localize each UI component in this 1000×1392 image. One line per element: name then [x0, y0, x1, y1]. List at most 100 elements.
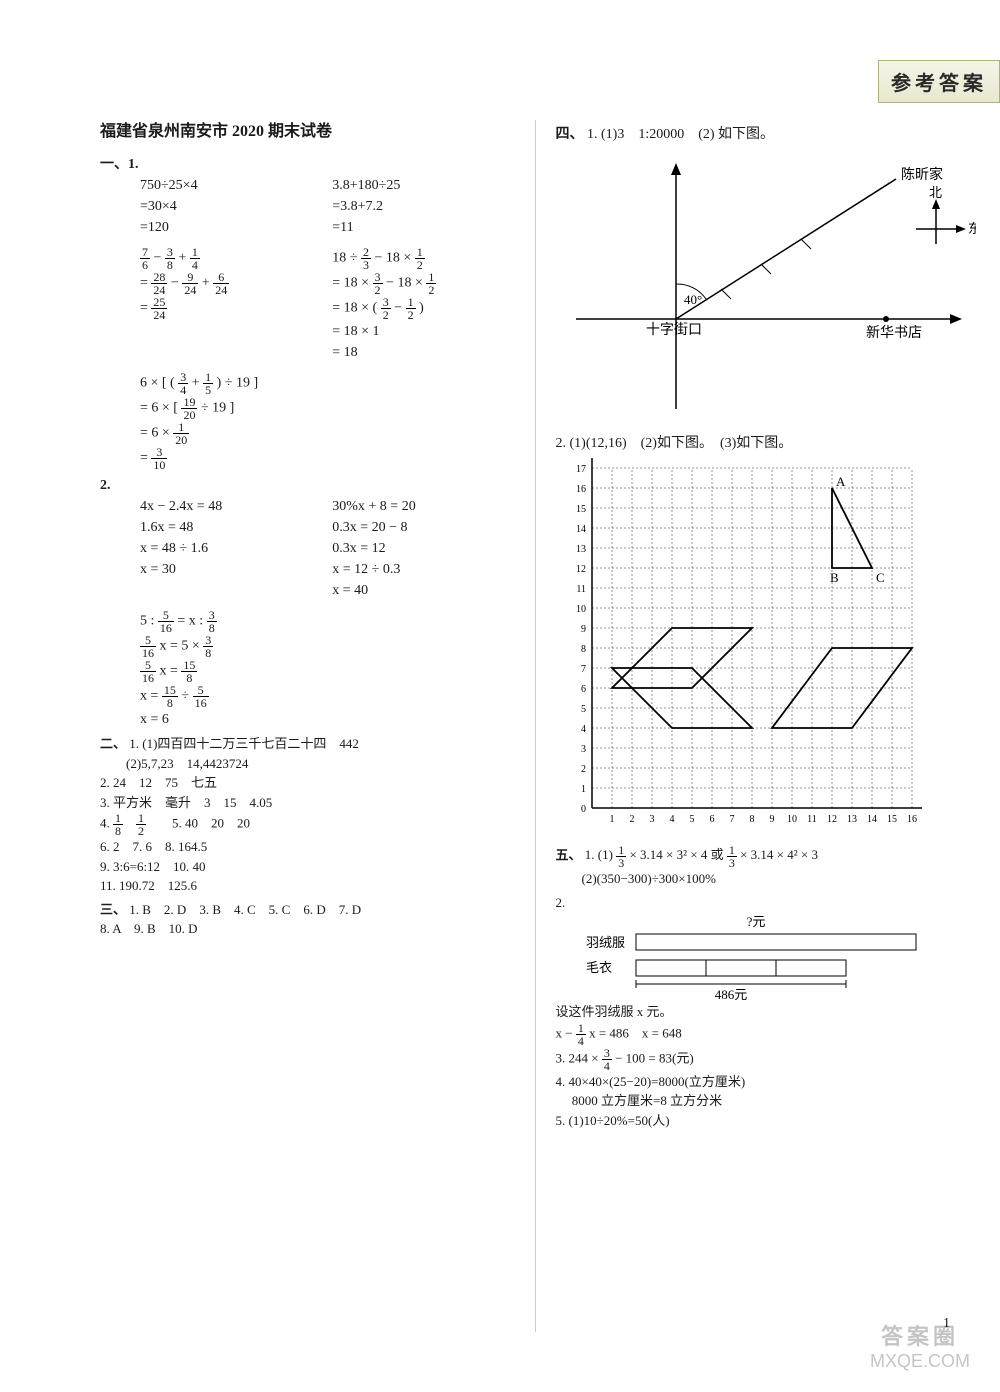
- svg-text:3: 3: [581, 744, 586, 755]
- svg-text:15: 15: [887, 814, 897, 825]
- svg-text:8: 8: [749, 814, 754, 825]
- calc: = 6 × 120: [140, 421, 525, 446]
- q5-4a: 4. 40×40×(25−20)=8000(立方厘米): [556, 1072, 981, 1092]
- svg-text:11: 11: [807, 814, 817, 825]
- svg-text:羽绒服: 羽绒服: [586, 935, 625, 950]
- svg-text:13: 13: [847, 814, 857, 825]
- eq: 1.6x = 48: [140, 517, 332, 538]
- svg-text:0: 0: [581, 804, 586, 815]
- q5-4b: 8000 立方厘米=8 立方分米: [556, 1091, 981, 1111]
- li: 9. 3:6=6:12 10. 40: [100, 857, 525, 877]
- eq: x = 6: [140, 709, 525, 730]
- svg-text:40°: 40°: [684, 292, 702, 307]
- compass-diagram: 40° 陈昕家 十字街口 新华书店 北 东: [556, 149, 976, 429]
- svg-text:5: 5: [581, 704, 586, 715]
- svg-text:毛衣: 毛衣: [586, 960, 612, 975]
- q5-1b: (2)(350−300)÷300×100%: [556, 869, 981, 889]
- eq: 516 x = 5 × 38: [140, 634, 525, 659]
- svg-text:13: 13: [576, 544, 586, 555]
- calc: 6 × [ ( 34 + 15 ) ÷ 19 ]: [140, 371, 525, 396]
- svg-text:16: 16: [576, 484, 586, 495]
- calc: = 18: [332, 342, 524, 363]
- grid-diagram: 1234567891011121314151601234567891011121…: [556, 458, 976, 838]
- svg-text:7: 7: [581, 664, 586, 675]
- li: 6. 2 7. 6 8. 164.5: [100, 837, 525, 857]
- paper-title: 福建省泉州南安市 2020 期末试卷: [100, 120, 525, 144]
- sec5-label: 五、: [556, 847, 582, 862]
- svg-text:8: 8: [581, 644, 586, 655]
- svg-text:东: 东: [968, 221, 976, 236]
- calc: = 18 × 32 − 18 × 12: [332, 271, 524, 296]
- svg-text:12: 12: [576, 564, 586, 575]
- calc: =30×4: [140, 196, 332, 217]
- q5-1: 1. (1) 13 × 3.14 × 3² × 4 或 13 × 3.14 × …: [585, 847, 818, 862]
- q5-3: 3. 244 × 34 − 100 = 83(元): [556, 1047, 981, 1072]
- header-badge: 参考答案: [878, 60, 1000, 103]
- svg-text:2: 2: [629, 814, 634, 825]
- sec2-label: 二、: [100, 736, 126, 751]
- sec1-2-label: 2.: [100, 478, 111, 493]
- watermark: 答案圈 MXQE.COM: [870, 1319, 970, 1372]
- eq: 0.3x = 12: [332, 538, 524, 559]
- q4-2: 2. (1)(12,16) (2)如下图。 (3)如下图。: [556, 433, 981, 454]
- svg-text:10: 10: [787, 814, 797, 825]
- calc: 3.8+180÷25: [332, 175, 524, 196]
- q5-2t1: 设这件羽绒服 x 元。: [556, 1002, 981, 1022]
- li: 11. 190.72 125.6: [100, 876, 525, 896]
- calc: = 2824 − 924 + 624: [140, 271, 332, 296]
- eq: x = 48 ÷ 1.6: [140, 538, 332, 559]
- svg-text:6: 6: [581, 684, 586, 695]
- calc: = 18 × 1: [332, 321, 524, 342]
- calc: =11: [332, 217, 524, 238]
- svg-text:15: 15: [576, 504, 586, 515]
- eq: 4x − 2.4x = 48: [140, 496, 332, 517]
- li: 3. 平方米 毫升 3 15 4.05: [100, 793, 525, 813]
- svg-text:陈昕家: 陈昕家: [901, 166, 943, 183]
- svg-text:2: 2: [581, 764, 586, 775]
- svg-text:1: 1: [581, 784, 586, 795]
- svg-text:新华书店: 新华书店: [866, 325, 922, 341]
- calc: 18 ÷ 23 − 18 × 12: [332, 246, 524, 271]
- svg-text:北: 北: [929, 185, 942, 200]
- eq: 5 : 516 = x : 38: [140, 609, 525, 634]
- li: (2)5,7,23 14,4423724: [100, 754, 525, 774]
- q5-2t2: x − 14 x = 486 x = 648: [556, 1022, 981, 1047]
- svg-text:14: 14: [576, 524, 586, 535]
- right-column: 四、 1. (1)3 1:20000 (2) 如下图。 40° 陈昕家 十字街口…: [556, 120, 981, 1332]
- mc: 1. B 2. D 3. B 4. C 5. C 6. D 7. D: [129, 902, 361, 917]
- svg-text:7: 7: [729, 814, 734, 825]
- svg-text:5: 5: [689, 814, 694, 825]
- q5-5: 5. (1)10÷20%=50(人): [556, 1111, 981, 1131]
- svg-text:17: 17: [576, 464, 586, 475]
- eq: x = 30: [140, 559, 332, 580]
- svg-text:十字街口: 十字街口: [646, 322, 702, 338]
- svg-text:486元: 486元: [714, 987, 747, 1002]
- svg-text:B: B: [830, 570, 839, 585]
- calc: 750÷25×4: [140, 175, 332, 196]
- calc: = 6 × [ 1920 ÷ 19 ]: [140, 396, 525, 421]
- calc: = 18 × ( 32 − 12 ): [332, 296, 524, 321]
- svg-text:6: 6: [709, 814, 714, 825]
- sec4-label: 四、: [556, 127, 584, 142]
- svg-text:?元: ?元: [746, 914, 765, 929]
- bar-diagram: ?元 羽绒服 毛衣 486元: [556, 912, 956, 1002]
- q5-2-label: 2.: [556, 895, 566, 910]
- li: 4. 18 12 5. 40 20 20: [100, 812, 525, 837]
- svg-text:10: 10: [576, 604, 586, 615]
- calc: = 310: [140, 446, 525, 471]
- eq: 30%x + 8 = 20: [332, 496, 524, 517]
- eq: 516 x = 158: [140, 659, 525, 684]
- eq: 0.3x = 20 − 8: [332, 517, 524, 538]
- svg-text:4: 4: [581, 724, 586, 735]
- svg-text:16: 16: [907, 814, 917, 825]
- svg-text:3: 3: [649, 814, 654, 825]
- svg-text:C: C: [876, 570, 885, 585]
- left-column: 福建省泉州南安市 2020 期末试卷 一、1. 750÷25×4 =30×4 =…: [100, 120, 536, 1332]
- sec1-label: 一、1.: [100, 157, 139, 172]
- eq: x = 40: [332, 580, 524, 601]
- li: 1. (1)四百四十二万三千七百二十四 442: [129, 736, 359, 751]
- calc: =3.8+7.2: [332, 196, 524, 217]
- svg-text:12: 12: [827, 814, 837, 825]
- svg-text:4: 4: [669, 814, 674, 825]
- li: 2. 24 12 75 七五: [100, 773, 525, 793]
